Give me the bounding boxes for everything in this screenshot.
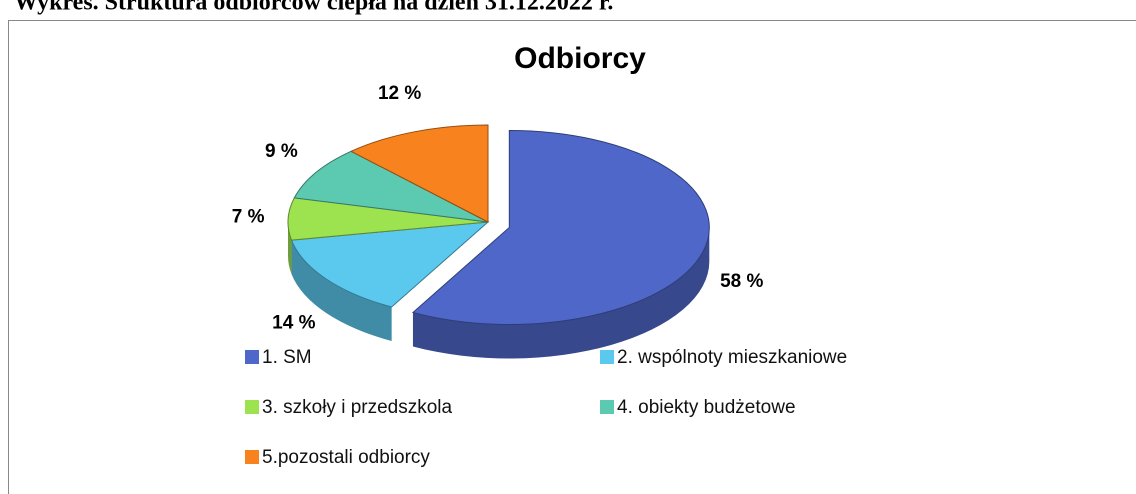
legend-label: 3. szkoły i przedszkola	[262, 397, 453, 418]
legend-swatch	[245, 450, 259, 464]
data-label: 12 %	[378, 83, 421, 104]
legend-label: 4. obiekty budżetowe	[617, 397, 796, 418]
data-label: 58 %	[720, 271, 763, 292]
chart-frame	[8, 20, 1136, 494]
legend-swatch	[245, 400, 259, 414]
legend-swatch	[600, 350, 614, 364]
pie-side	[288, 222, 292, 275]
legend-label: 5.pozostali odbiorcy	[262, 447, 430, 468]
legend-swatch	[600, 400, 614, 414]
data-label: 7 %	[232, 207, 265, 228]
pie-side	[412, 227, 710, 359]
pie-slice	[349, 124, 489, 223]
pie: 58 % 14 % 7 % 9 % 12 %	[232, 83, 764, 359]
legend: 1. SM 2. wspólnoty mieszkaniowe 3. szkoły …	[245, 347, 847, 468]
data-label: 9 %	[265, 141, 298, 162]
pie-slice	[293, 150, 489, 223]
caption: Wykres. Struktura odbiorców ciepła na dz…	[14, 0, 613, 16]
pie-side	[291, 240, 392, 342]
legend-swatch	[245, 350, 259, 364]
chart-title: Odbiorcy	[514, 42, 646, 75]
legend-label: 2. wspólnoty mieszkaniowe	[617, 347, 847, 368]
pie-slice	[290, 221, 490, 308]
data-label: 14 %	[272, 312, 315, 333]
pie-slice	[411, 129, 710, 325]
legend-label: 1. SM	[262, 347, 312, 368]
